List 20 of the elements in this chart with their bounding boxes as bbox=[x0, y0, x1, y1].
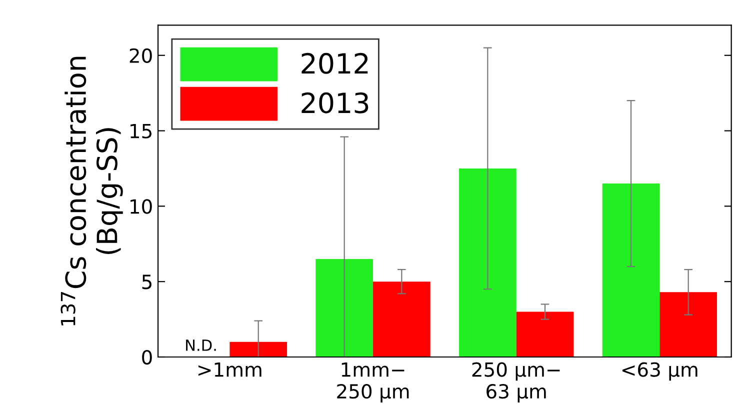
x-tick-label: <63 μm bbox=[622, 362, 698, 381]
bar bbox=[373, 282, 430, 357]
y-tick-label: 10 bbox=[130, 199, 152, 214]
bar bbox=[602, 184, 660, 357]
bar bbox=[316, 258, 374, 357]
y-tick-label: 5 bbox=[142, 274, 152, 290]
y-tick-label: 20 bbox=[130, 48, 152, 64]
y-tick-label: 15 bbox=[130, 124, 152, 138]
bar bbox=[230, 342, 288, 357]
bar bbox=[516, 312, 574, 357]
bar bbox=[459, 168, 516, 357]
legend-label: 2013 bbox=[302, 92, 368, 114]
x-tick-label: 250 μm− 63 μm bbox=[472, 362, 560, 402]
legend-label: 2012 bbox=[302, 52, 368, 74]
x-tick-label: 1mm− 250 μm bbox=[337, 362, 409, 402]
y-axis-title: $^{137}$Cs concentration (Bq/g-SS) bbox=[60, 56, 123, 326]
annotation: N.D. bbox=[186, 340, 216, 351]
x-tick-label: >1mm bbox=[198, 362, 262, 377]
y-tick-label: 0 bbox=[142, 350, 152, 365]
bar bbox=[660, 292, 717, 357]
